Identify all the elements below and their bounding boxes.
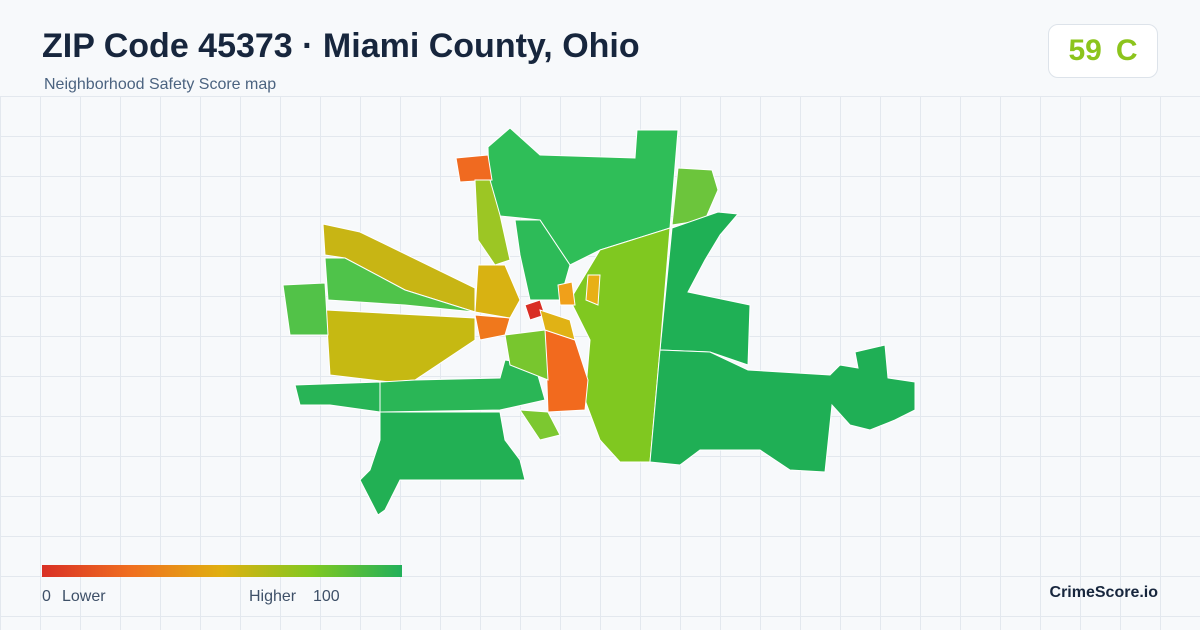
legend-min-label: Lower — [62, 588, 106, 605]
area — [474, 314, 511, 341]
area — [504, 329, 549, 381]
legend-max: 100 — [313, 588, 340, 605]
brand: CrimeScore.io — [1049, 584, 1158, 601]
score-grade: C — [1115, 34, 1138, 67]
area — [539, 309, 576, 341]
area — [585, 274, 601, 306]
area — [487, 127, 679, 266]
area — [474, 264, 521, 319]
legend-gradient — [42, 565, 402, 577]
score-value: 59 — [1068, 34, 1102, 67]
title: ZIP Code 45373 · Miami County, Ohio — [42, 27, 640, 65]
area — [455, 154, 493, 183]
score-badge: 59 C — [1048, 24, 1158, 78]
legend-min: 0 — [42, 588, 51, 605]
area — [544, 329, 589, 413]
area — [519, 409, 561, 441]
area — [294, 381, 381, 413]
area — [359, 411, 526, 516]
area — [282, 282, 329, 336]
legend-max-label: Higher — [249, 588, 297, 605]
area — [649, 344, 916, 473]
area — [557, 281, 576, 306]
area — [671, 167, 719, 226]
subtitle: Neighborhood Safety Score map — [44, 76, 277, 93]
area — [474, 179, 511, 266]
area — [659, 211, 751, 366]
area — [325, 309, 476, 383]
